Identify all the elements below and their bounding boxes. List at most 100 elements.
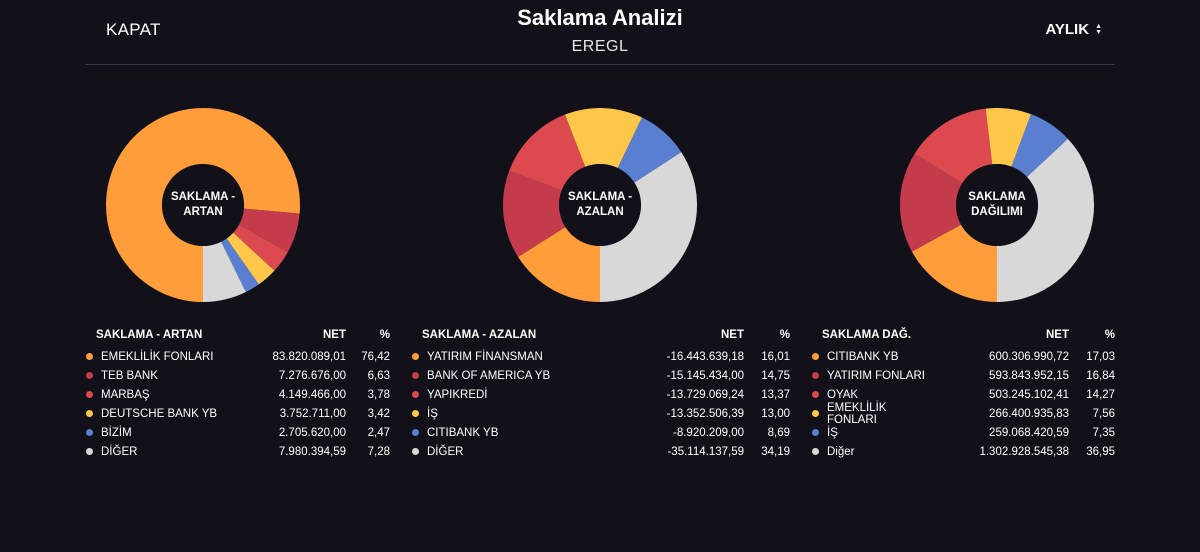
row-net: -35.114.137,59 <box>667 445 744 458</box>
donut-svg-artan <box>106 108 300 302</box>
row-name: BANK OF AMERICA YB <box>427 369 551 382</box>
col-header-pct: % <box>379 329 390 341</box>
table-row[interactable]: CITIBANK YB 600.306.990,72 17,03 <box>812 347 1115 366</box>
donut-hole <box>162 164 244 246</box>
row-net: -16.443.639,18 <box>666 350 744 363</box>
donut-slice <box>985 108 1032 167</box>
donut-slice <box>617 117 682 183</box>
col-header-pct: % <box>1104 329 1115 341</box>
header: KAPAT Saklama Analizi EREGL AYLIK ▲ ▼ <box>0 0 1200 66</box>
legend-dot-icon <box>412 372 419 379</box>
donut-slice <box>233 224 288 271</box>
row-net: 1.302.928.545,38 <box>979 445 1069 458</box>
table-row[interactable]: OYAK 503.245.102,41 14,27 <box>812 385 1115 404</box>
donut-hole <box>559 164 641 246</box>
donut-slice <box>503 170 566 257</box>
row-net: -15.145.434,00 <box>666 369 744 382</box>
table-row[interactable]: İŞ 259.068.420,59 7,35 <box>812 423 1115 442</box>
row-name-cell: CITIBANK YB <box>812 351 939 363</box>
row-net: 266.400.935,83 <box>989 407 1069 420</box>
legend-dot-icon <box>812 391 819 398</box>
table-row[interactable]: DİĞER 7.980.394,59 7,28 <box>86 442 390 461</box>
legend-dot-icon <box>412 353 419 360</box>
sort-updown-icon: ▲ ▼ <box>1095 22 1102 36</box>
donut-slice <box>518 226 600 302</box>
row-pct: 7,35 <box>1092 426 1115 439</box>
legend-dot-icon <box>412 410 419 417</box>
donut-slice <box>509 114 586 191</box>
row-name-cell: DİĞER <box>412 446 614 458</box>
legend-dot-icon <box>812 410 819 417</box>
table-rows: CITIBANK YB 600.306.990,72 17,03 YATIRIM FO… <box>812 347 1115 461</box>
table-row[interactable]: YATIRIM FİNANSMAN -16.443.639,18 16,01 <box>412 347 790 366</box>
col-header-name: SAKLAMA DAĞ. <box>822 329 912 341</box>
col-header-net: NET <box>323 329 346 341</box>
row-name-cell: İŞ <box>812 427 939 439</box>
row-name: BİZİM <box>101 426 132 439</box>
row-net: -8.920.209,00 <box>673 426 744 439</box>
row-name: DİĞER <box>427 445 464 458</box>
table-row[interactable]: EMEKLİLİK FONLARI 83.820.089,01 76,42 <box>86 347 390 366</box>
row-name-cell: DEUTSCHE BANK YB <box>86 408 236 420</box>
row-name-cell: EMEKLİLİK FONLARI <box>86 351 236 363</box>
row-pct: 3,78 <box>367 388 390 401</box>
donut-center-label: SAKLAMA - ARTAN <box>170 191 236 218</box>
row-name: YATIRIM FONLARI <box>827 369 925 382</box>
row-net: 593.843.952,15 <box>989 369 1069 382</box>
row-pct: 8,69 <box>767 426 790 439</box>
col-header-pct: % <box>779 329 790 341</box>
row-pct: 14,75 <box>761 369 790 382</box>
table-row[interactable]: YATIRIM FONLARI 593.843.952,15 16,84 <box>812 366 1115 385</box>
table-rows: YATIRIM FİNANSMAN -16.443.639,18 16,01 BANK… <box>412 347 790 461</box>
row-net: 2.705.620,00 <box>278 426 346 439</box>
table-header: SAKLAMA - ARTAN NET % <box>86 326 390 344</box>
row-net: 259.068.420,59 <box>989 426 1069 439</box>
row-pct: 17,03 <box>1086 350 1115 363</box>
row-name-cell: OYAK <box>812 389 939 401</box>
donut-chart-dagilim: SAKLAMA DAĞILIMI <box>900 108 1094 302</box>
row-pct: 6,63 <box>367 369 390 382</box>
legend-dot-icon <box>86 410 93 417</box>
table-row[interactable]: MARBAŞ 4.149.466,00 3,78 <box>86 385 390 404</box>
table-artan: SAKLAMA - ARTAN NET % EMEKLİLİK FONLARI 8… <box>86 326 390 461</box>
row-net: 503.245.102,41 <box>989 388 1069 401</box>
table-row[interactable]: Diğer 1.302.928.545,38 36,95 <box>812 442 1115 461</box>
row-name-cell: DİĞER <box>86 446 236 458</box>
donut-chart-azalan: SAKLAMA - AZALAN <box>503 108 697 302</box>
table-row[interactable]: İŞ -13.352.506,39 13,00 <box>412 404 790 423</box>
period-selector[interactable]: AYLIK ▲ ▼ <box>1045 21 1102 38</box>
row-pct: 2,47 <box>367 426 390 439</box>
donut-slice <box>1011 114 1068 178</box>
legend-dot-icon <box>812 448 819 455</box>
row-pct: 7,56 <box>1092 407 1115 420</box>
row-pct: 3,42 <box>367 407 390 420</box>
table-row[interactable]: DEUTSCHE BANK YB 3.752.711,00 3,42 <box>86 404 390 423</box>
table-row[interactable]: YAPIKREDİ -13.729.069,24 13,37 <box>412 385 790 404</box>
row-name: DİĞER <box>101 445 138 458</box>
donut-center-label: SAKLAMA - AZALAN <box>567 191 633 218</box>
donut-slice <box>600 152 697 302</box>
row-name: YAPIKREDİ <box>427 388 488 401</box>
donut-slice <box>911 224 997 302</box>
legend-dot-icon <box>412 448 419 455</box>
row-name-cell: CITIBANK YB <box>412 427 614 439</box>
table-row[interactable]: EMEKLİLİK FONLARI 266.400.935,83 7,56 <box>812 402 1115 426</box>
row-name: OYAK <box>827 388 859 401</box>
row-name: MARBAŞ <box>101 388 150 401</box>
table-row[interactable]: DİĞER -35.114.137,59 34,19 <box>412 442 790 461</box>
donut-slice <box>900 153 963 252</box>
table-row[interactable]: TEB BANK 7.276.676,00 6,63 <box>86 366 390 385</box>
legend-dot-icon <box>412 391 419 398</box>
row-name-cell: YATIRIM FONLARI <box>812 370 939 382</box>
donut-svg-azalan <box>503 108 697 302</box>
row-pct: 36,95 <box>1086 445 1115 458</box>
row-name-cell: BİZİM <box>86 427 236 439</box>
legend-dot-icon <box>812 353 819 360</box>
donut-slice <box>997 138 1094 302</box>
col-header-net: NET <box>721 329 744 341</box>
table-row[interactable]: BİZİM 2.705.620,00 2,47 <box>86 423 390 442</box>
header-divider <box>85 64 1115 65</box>
table-row[interactable]: BANK OF AMERICA YB -15.145.434,00 14,75 <box>412 366 790 385</box>
close-button[interactable]: KAPAT <box>106 20 161 39</box>
table-row[interactable]: CITIBANK YB -8.920.209,00 8,69 <box>412 423 790 442</box>
